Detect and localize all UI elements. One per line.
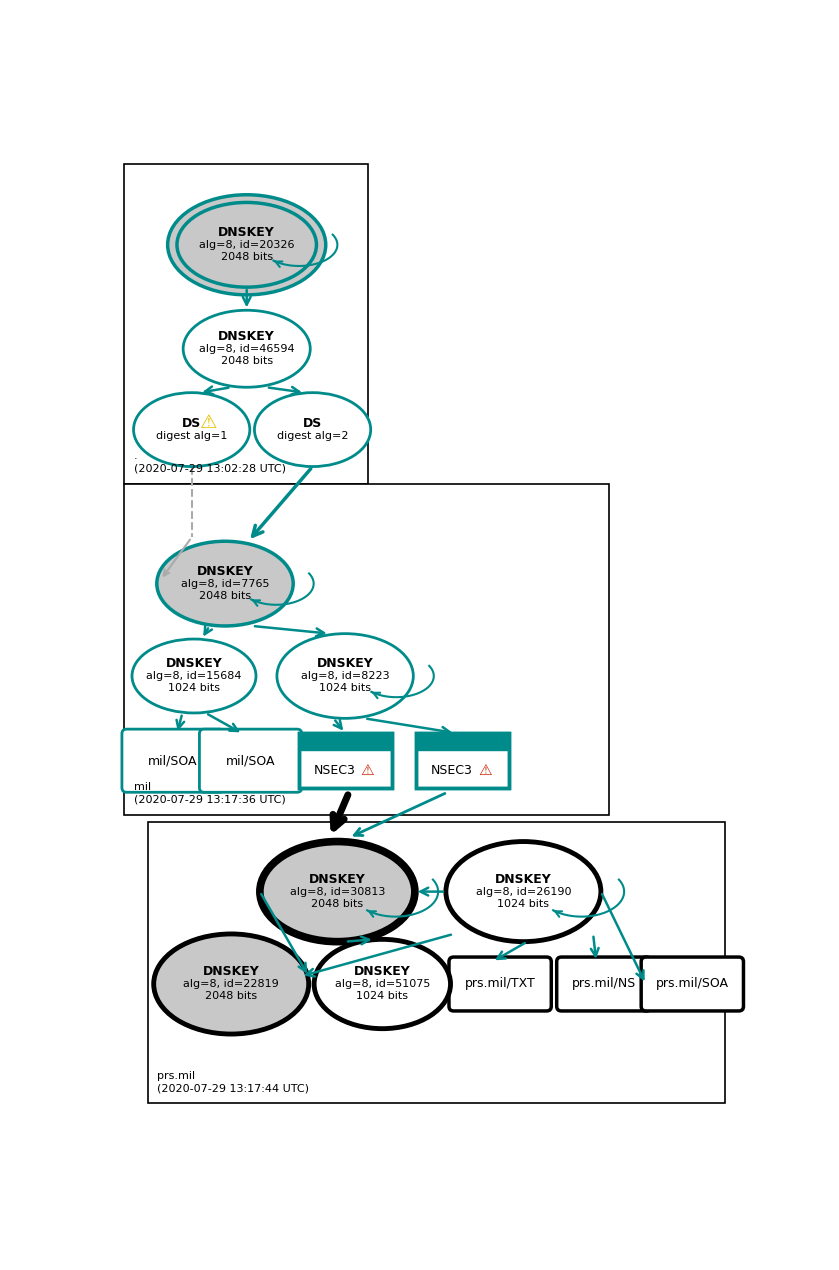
Text: (2020-07-29 13:17:44 UTC): (2020-07-29 13:17:44 UTC) (157, 1083, 309, 1093)
Bar (299, 733, 392, 789)
Text: 2048 bits: 2048 bits (311, 899, 363, 909)
Ellipse shape (177, 202, 316, 287)
Text: DNSKEY: DNSKEY (218, 226, 275, 239)
FancyBboxPatch shape (641, 958, 743, 1011)
Text: (2020-07-29 13:17:36 UTC): (2020-07-29 13:17:36 UTC) (133, 794, 285, 804)
Text: alg=8, id=51075: alg=8, id=51075 (335, 979, 430, 989)
Bar (124, 484, 608, 814)
Ellipse shape (314, 940, 451, 1029)
Text: alg=8, id=26190: alg=8, id=26190 (476, 886, 571, 897)
Text: prs.mil/NS: prs.mil/NS (572, 978, 636, 991)
Bar (124, 164, 368, 484)
Text: alg=8, id=8223: alg=8, id=8223 (301, 671, 389, 681)
Text: DNSKEY: DNSKEY (309, 872, 366, 885)
Text: 1024 bits: 1024 bits (319, 683, 371, 693)
Bar (416, 733, 509, 749)
Ellipse shape (260, 842, 414, 941)
Text: 2048 bits: 2048 bits (221, 356, 273, 366)
Text: NSEC3: NSEC3 (431, 765, 473, 777)
Text: alg=8, id=7765: alg=8, id=7765 (180, 579, 269, 588)
Text: DNSKEY: DNSKEY (196, 565, 253, 578)
Text: .: . (133, 451, 137, 461)
FancyBboxPatch shape (449, 958, 551, 1011)
Text: DS: DS (303, 417, 322, 431)
Text: digest alg=1: digest alg=1 (156, 431, 227, 441)
Text: ⚠: ⚠ (478, 763, 492, 779)
Text: mil: mil (133, 782, 151, 792)
FancyBboxPatch shape (122, 729, 224, 792)
Text: DNSKEY: DNSKEY (203, 965, 259, 978)
FancyBboxPatch shape (557, 958, 651, 1011)
Ellipse shape (133, 392, 250, 466)
Text: ⚠: ⚠ (360, 763, 373, 779)
FancyBboxPatch shape (200, 729, 302, 792)
Text: alg=8, id=20326: alg=8, id=20326 (199, 240, 294, 250)
Text: alg=8, id=46594: alg=8, id=46594 (199, 344, 294, 354)
Text: alg=8, id=22819: alg=8, id=22819 (184, 979, 279, 989)
Bar (299, 733, 392, 789)
Ellipse shape (446, 842, 601, 941)
Text: digest alg=2: digest alg=2 (277, 431, 348, 441)
Text: NSEC3: NSEC3 (313, 765, 355, 777)
Bar (148, 822, 725, 1104)
Text: DS: DS (182, 417, 201, 431)
Text: prs.mil/TXT: prs.mil/TXT (465, 978, 535, 991)
Bar (416, 733, 509, 789)
Text: prs.mil: prs.mil (157, 1071, 195, 1081)
Ellipse shape (277, 634, 414, 719)
Ellipse shape (168, 194, 326, 295)
Text: DNSKEY: DNSKEY (317, 657, 373, 671)
Ellipse shape (132, 639, 256, 712)
Text: 2048 bits: 2048 bits (199, 591, 251, 601)
Ellipse shape (154, 933, 309, 1034)
Bar (416, 733, 509, 789)
Text: (2020-07-29 13:02:28 UTC): (2020-07-29 13:02:28 UTC) (133, 464, 285, 474)
Bar (299, 733, 392, 749)
Text: DNSKEY: DNSKEY (495, 872, 552, 885)
Text: 1024 bits: 1024 bits (168, 683, 220, 693)
Text: 1024 bits: 1024 bits (357, 992, 409, 1001)
Text: prs.mil/SOA: prs.mil/SOA (656, 978, 729, 991)
Text: DNSKEY: DNSKEY (165, 657, 222, 671)
Text: ⚠: ⚠ (200, 413, 217, 432)
Text: 2048 bits: 2048 bits (221, 253, 273, 262)
Text: DNSKEY: DNSKEY (218, 330, 275, 343)
Text: alg=8, id=30813: alg=8, id=30813 (289, 886, 385, 897)
Text: DNSKEY: DNSKEY (354, 965, 411, 978)
Ellipse shape (183, 310, 310, 387)
Ellipse shape (157, 541, 293, 626)
Text: 2048 bits: 2048 bits (206, 992, 258, 1001)
Text: 1024 bits: 1024 bits (498, 899, 550, 909)
Text: alg=8, id=15684: alg=8, id=15684 (146, 671, 242, 681)
Ellipse shape (254, 392, 371, 466)
Text: mil/SOA: mil/SOA (226, 754, 275, 767)
Text: mil/SOA: mil/SOA (149, 754, 198, 767)
